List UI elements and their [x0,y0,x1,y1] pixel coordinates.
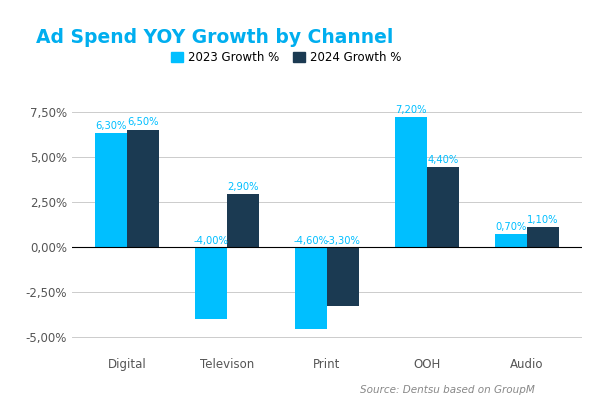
Text: -4,00%: -4,00% [194,235,229,245]
Text: 7,20%: 7,20% [395,105,427,115]
Text: 6,30%: 6,30% [95,121,127,131]
Text: 1,10%: 1,10% [527,215,559,225]
Bar [495,234,527,247]
Bar [95,133,127,247]
Text: 4,40%: 4,40% [427,155,458,165]
Bar [327,247,359,306]
Bar [195,247,227,319]
Bar [395,117,427,247]
Text: Source: Dentsu based on GroupM: Source: Dentsu based on GroupM [360,385,535,395]
Bar [527,227,559,247]
Text: -4,60%: -4,60% [293,235,329,245]
Text: -3,30%: -3,30% [326,235,361,245]
Text: Ad Spend YOY Growth by Channel: Ad Spend YOY Growth by Channel [36,28,394,47]
Bar [227,194,259,247]
Text: 6,50%: 6,50% [127,117,159,128]
Text: 2,90%: 2,90% [227,182,259,192]
Legend: 2023 Growth %, 2024 Growth %: 2023 Growth %, 2024 Growth % [167,47,406,69]
Bar [427,168,459,247]
Bar [127,130,159,247]
Bar [295,247,327,330]
Text: 0,70%: 0,70% [495,222,527,232]
